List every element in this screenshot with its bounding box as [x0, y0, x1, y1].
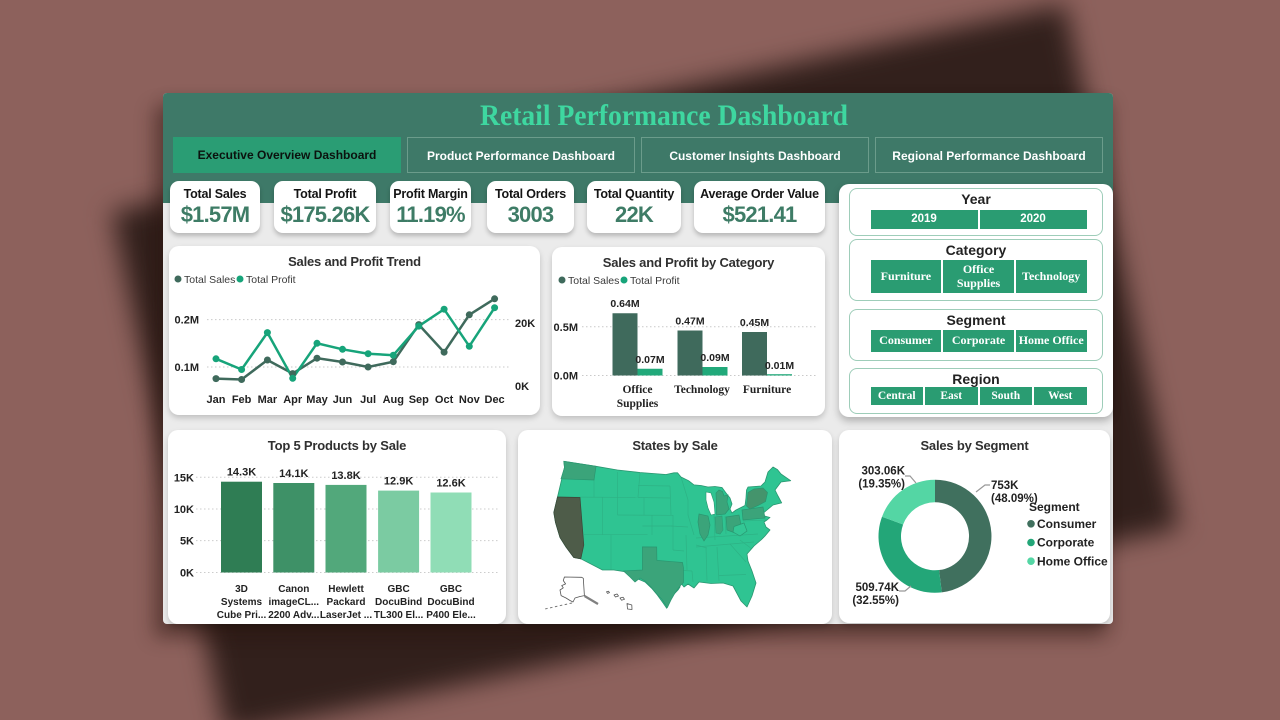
svg-text:Packard: Packard	[327, 597, 366, 608]
svg-text:Home Office: Home Office	[1037, 554, 1108, 568]
svg-text:0.2M: 0.2M	[175, 315, 199, 327]
svg-text:0.07M: 0.07M	[635, 354, 664, 366]
svg-text:2200 Adv...: 2200 Adv...	[268, 610, 319, 621]
svg-text:Hewlett: Hewlett	[328, 584, 364, 595]
svg-text:Jan: Jan	[207, 394, 226, 406]
svg-text:DocuBind: DocuBind	[375, 597, 422, 608]
svg-text:Corporate: Corporate	[1037, 536, 1095, 550]
svg-text:0.1M: 0.1M	[175, 362, 199, 374]
svg-text:Mar: Mar	[258, 394, 278, 406]
svg-text:0.01M: 0.01M	[765, 360, 794, 372]
svg-text:May: May	[306, 394, 328, 406]
svg-text:753K: 753K	[991, 480, 1019, 492]
svg-text:Feb: Feb	[232, 394, 252, 406]
svg-text:(19.35%): (19.35%)	[858, 479, 905, 491]
svg-text:14.3K: 14.3K	[227, 467, 256, 479]
svg-text:0.5M: 0.5M	[554, 322, 578, 334]
svg-text:Total Sales: Total Sales	[568, 275, 619, 287]
svg-text:509.74K: 509.74K	[856, 582, 900, 594]
svg-text:20K: 20K	[515, 318, 535, 330]
svg-text:0K: 0K	[515, 381, 529, 393]
svg-text:12.9K: 12.9K	[384, 476, 413, 488]
svg-text:Canon: Canon	[278, 584, 309, 595]
svg-text:Apr: Apr	[283, 394, 303, 406]
svg-text:Segment: Segment	[1029, 500, 1080, 514]
svg-text:303.06K: 303.06K	[862, 466, 906, 478]
svg-text:0.09M: 0.09M	[700, 352, 729, 364]
svg-text:(48.09%): (48.09%)	[991, 493, 1038, 505]
svg-text:Aug: Aug	[383, 394, 404, 406]
svg-text:Consumer: Consumer	[1037, 517, 1097, 531]
svg-text:0.47M: 0.47M	[675, 316, 704, 328]
svg-text:5K: 5K	[180, 536, 194, 548]
svg-text:GBC: GBC	[440, 584, 462, 595]
svg-text:Furniture: Furniture	[743, 384, 791, 396]
svg-text:0.64M: 0.64M	[610, 298, 639, 310]
svg-text:13.8K: 13.8K	[331, 470, 360, 482]
svg-text:0.0M: 0.0M	[554, 371, 578, 383]
svg-text:Sep: Sep	[409, 394, 429, 406]
svg-text:P400 Ele...: P400 Ele...	[426, 610, 476, 621]
svg-text:Systems: Systems	[221, 597, 263, 608]
svg-text:Technology: Technology	[674, 384, 730, 396]
svg-text:(32.55%): (32.55%)	[852, 595, 899, 607]
svg-text:0.45M: 0.45M	[740, 317, 769, 329]
svg-text:Jul: Jul	[360, 394, 376, 406]
svg-text:Total Profit: Total Profit	[630, 275, 680, 287]
svg-text:imageCL...: imageCL...	[269, 597, 320, 608]
svg-text:15K: 15K	[174, 472, 194, 484]
svg-text:TL300 El...: TL300 El...	[374, 610, 424, 621]
svg-text:Cube Pri...: Cube Pri...	[217, 610, 267, 621]
svg-text:Oct: Oct	[435, 394, 454, 406]
svg-text:Office: Office	[622, 384, 652, 396]
svg-text:DocuBind: DocuBind	[427, 597, 474, 608]
svg-text:10K: 10K	[174, 504, 194, 516]
svg-text:12.6K: 12.6K	[436, 478, 465, 490]
svg-text:Nov: Nov	[459, 394, 481, 406]
svg-text:GBC: GBC	[387, 584, 409, 595]
svg-text:Total Sales: Total Sales	[184, 274, 235, 286]
svg-text:LaserJet ...: LaserJet ...	[320, 610, 372, 621]
svg-text:14.1K: 14.1K	[279, 468, 308, 480]
svg-text:Jun: Jun	[333, 394, 353, 406]
svg-text:3D: 3D	[235, 584, 248, 595]
svg-text:Dec: Dec	[485, 394, 505, 406]
svg-text:Total Profit: Total Profit	[246, 274, 296, 286]
svg-text:0K: 0K	[180, 568, 194, 580]
svg-text:Supplies: Supplies	[617, 398, 659, 410]
